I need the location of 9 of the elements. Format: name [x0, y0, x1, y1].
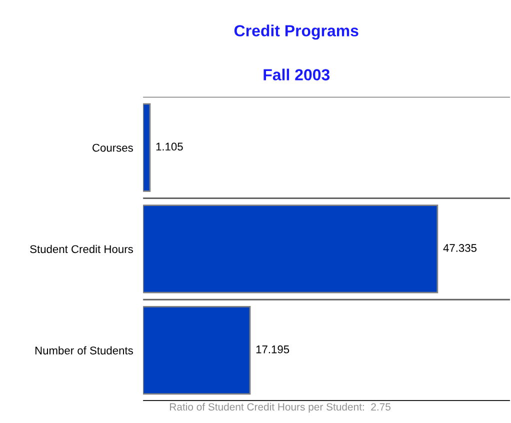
- y-tick-label: Courses: [92, 144, 133, 152]
- y-tick-label: Number of Students: [35, 346, 133, 354]
- text: Ratio of Student Credit Hours per Student: 2.75: [170, 402, 390, 413]
- data-label: 17.195: [256, 345, 290, 354]
- chart-title: Credit Programs: [234, 24, 358, 40]
- data-label: 1.105: [156, 142, 183, 151]
- chart-subtitle: Fall 2003: [264, 68, 330, 80]
- y-tick-label: Student Credit Hours: [30, 244, 133, 254]
- data-label: 47.335: [443, 244, 477, 252]
